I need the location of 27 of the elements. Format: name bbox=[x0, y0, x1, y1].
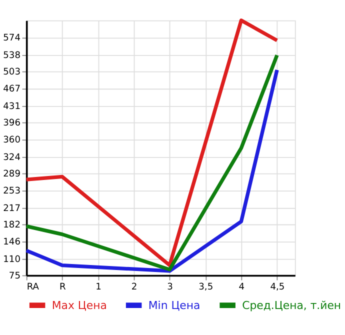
y-tick-label: 324 bbox=[3, 152, 21, 163]
y-tick-label: 431 bbox=[3, 102, 20, 112]
line-series bbox=[24, 18, 279, 268]
y-tick-label: 574 bbox=[3, 34, 21, 44]
x-tick-label: 4 bbox=[238, 282, 245, 292]
y-tick-label: 75 bbox=[8, 271, 20, 282]
y-tick-label: 253 bbox=[3, 186, 21, 197]
x-tick-label: 3 bbox=[167, 282, 174, 292]
y-tick-label: 396 bbox=[3, 118, 21, 129]
y-tick-label: 538 bbox=[3, 50, 21, 61]
x-tick-label: 2 bbox=[131, 282, 138, 292]
y-tick-label: 182 bbox=[3, 220, 20, 230]
y-tick-label: 503 bbox=[3, 68, 21, 78]
x-tick-label: 1 bbox=[96, 282, 102, 292]
legend-label: Max Цена bbox=[52, 298, 107, 312]
legend-label: Сред.Цена, т.йен bbox=[242, 298, 342, 312]
x-tick-label: RA bbox=[26, 282, 40, 292]
x-tick-label: 3,5 bbox=[198, 282, 214, 292]
y-tick-label: 467 bbox=[3, 84, 21, 95]
x-tick-label: R bbox=[59, 282, 66, 292]
y-tick-label: 110 bbox=[3, 254, 21, 265]
y-tick-label: 360 bbox=[3, 136, 21, 146]
legend-label: Min Цена bbox=[148, 298, 200, 312]
y-tick-label: 217 bbox=[3, 204, 21, 214]
y-tick-label: 146 bbox=[3, 238, 21, 248]
x-tick-label: 4,5 bbox=[270, 282, 285, 292]
y-tick-label: 289 bbox=[3, 170, 21, 180]
